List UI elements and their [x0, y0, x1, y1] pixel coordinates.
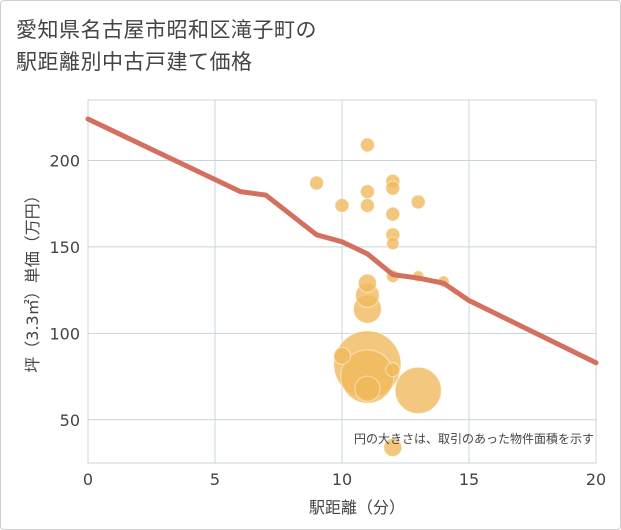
bubble-point	[359, 197, 375, 213]
x-tick-labels: 0 5 10 15 20	[83, 470, 606, 489]
y-tick-label: 150	[49, 238, 80, 257]
bubble-point	[383, 437, 403, 458]
bubble-point	[359, 137, 375, 153]
x-tick-label: 10	[332, 470, 352, 489]
x-axis-label: 駅距離（分）	[309, 498, 405, 517]
y-tick-label: 200	[49, 152, 80, 171]
x-tick-label: 20	[586, 470, 606, 489]
bubble-point	[359, 184, 375, 200]
x-tick-label: 0	[83, 470, 93, 489]
bubble-point	[333, 346, 351, 365]
bubble-point	[386, 236, 400, 251]
x-tick-label: 15	[459, 470, 479, 489]
chart-title: 愛知県名古屋市昭和区滝子町の 駅距離別中古戸建て価格	[16, 14, 317, 78]
bubble-size-note: 円の大きさは、取引のあった物件面積を示す	[354, 431, 594, 446]
x-tick-label: 5	[210, 470, 220, 489]
bubble-point	[410, 194, 426, 210]
y-tick-label: 100	[49, 324, 80, 343]
bubble-point	[357, 273, 377, 293]
bubble-point	[385, 180, 401, 196]
bubbles	[309, 137, 450, 458]
chart-title-line1: 愛知県名古屋市昭和区滝子町の	[16, 18, 317, 42]
bubble-point	[334, 197, 350, 213]
bubble-point	[309, 175, 325, 191]
bubble-point	[354, 375, 381, 402]
bubble-point	[394, 366, 442, 414]
chart-title-line2: 駅距離別中古戸建て価格	[16, 50, 253, 74]
y-tick-label: 50	[60, 411, 80, 430]
bubble-point	[385, 362, 401, 378]
bubble-point	[385, 206, 401, 222]
gridlines	[87, 99, 597, 464]
y-tick-labels: 50 100 150 200	[49, 152, 80, 430]
y-axis-label: 坪（3.3㎡）単価（万円）	[23, 187, 42, 372]
trend-line	[85, 116, 599, 366]
